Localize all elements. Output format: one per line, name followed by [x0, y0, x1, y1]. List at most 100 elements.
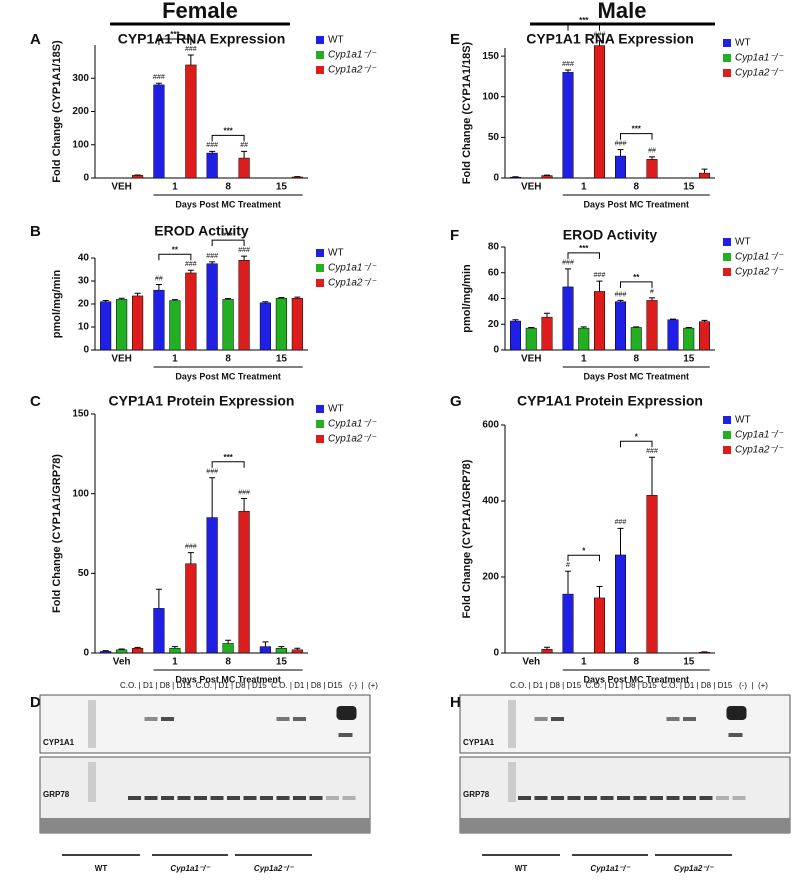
comparison-bracket — [211, 239, 245, 247]
bar — [683, 327, 695, 351]
error-bar — [241, 497, 248, 512]
bar — [594, 291, 605, 351]
y-tick-label: 20 — [78, 299, 90, 310]
band — [227, 796, 240, 800]
x-tick-label: 1 — [581, 182, 587, 193]
error-bar — [241, 255, 248, 261]
bar — [169, 647, 181, 654]
band — [309, 796, 323, 800]
y-tick-label: 150 — [72, 409, 89, 420]
bar — [578, 327, 590, 351]
panel-letter: F — [450, 227, 459, 244]
legend-swatch — [316, 249, 324, 257]
error-bar — [171, 299, 178, 301]
error-bar — [649, 456, 655, 496]
x-tick-label: 8 — [225, 657, 231, 668]
error-bar — [617, 149, 624, 157]
y-tick-label: 200 — [72, 106, 89, 117]
comparison-label: ** — [633, 273, 640, 282]
comparison-label: *** — [223, 127, 233, 136]
error-bar — [544, 646, 550, 650]
legend-label: WT — [328, 404, 344, 415]
legend-label: Cyp1a1⁻/⁻ — [735, 53, 784, 64]
comparison-label: *** — [170, 30, 180, 39]
error-bar — [102, 300, 109, 302]
bar — [132, 647, 144, 654]
ladder — [88, 700, 96, 748]
band — [177, 796, 191, 800]
band — [342, 796, 356, 800]
band — [551, 796, 564, 800]
band — [128, 796, 141, 800]
significance: # — [650, 289, 654, 296]
error-bar — [278, 297, 285, 299]
error-bar — [209, 150, 216, 154]
ladder — [508, 762, 516, 802]
legend-label: Cyp1a2⁻/⁻ — [735, 68, 784, 79]
bar — [153, 289, 165, 351]
band — [276, 796, 290, 800]
group-label: Cyp1a1⁻/⁻ — [170, 864, 210, 873]
legend-label: WT — [735, 415, 751, 426]
bar — [562, 286, 574, 351]
band — [194, 796, 207, 800]
bar — [206, 517, 218, 654]
x-tick-label: VEH — [521, 182, 542, 193]
error-bar — [102, 650, 109, 652]
bar — [562, 593, 574, 654]
comparison-label: *** — [223, 453, 233, 462]
lane-labels: C.O. | D1 | D8 | D15 C.O. | D1 | D8 | D1… — [120, 681, 378, 690]
blot-shadow — [40, 818, 370, 833]
y-axis-label: pmol/mg/min — [461, 264, 473, 333]
bar — [646, 300, 658, 351]
x-tick-label: 8 — [633, 657, 639, 668]
comparison-bracket — [567, 24, 600, 31]
bar — [206, 263, 218, 351]
band — [567, 796, 581, 800]
x-tick-label: 1 — [172, 354, 178, 365]
comparison-bracket — [620, 440, 653, 448]
error-bar — [118, 648, 125, 650]
legend-swatch — [723, 253, 731, 261]
legend-label: Cyp1a2⁻/⁻ — [328, 65, 377, 76]
bar — [525, 327, 537, 351]
band — [617, 796, 630, 800]
bar — [100, 651, 112, 654]
y-tick-label: 10 — [78, 322, 90, 333]
significance: ### — [153, 74, 165, 81]
x-tick-label: 1 — [581, 354, 587, 365]
significance: ### — [615, 140, 627, 147]
bar — [169, 300, 181, 351]
bar — [185, 563, 197, 654]
y-tick-label: 400 — [482, 496, 499, 507]
band — [728, 733, 743, 737]
band — [260, 796, 273, 800]
bar — [185, 64, 197, 179]
significance: ### — [646, 448, 658, 455]
y-tick-label: 80 — [488, 242, 500, 253]
chart-title: CYP1A1 RNA Expression — [118, 31, 286, 47]
y-tick-label: 0 — [83, 345, 89, 356]
y-tick-label: 50 — [488, 132, 500, 143]
comparison-label: *** — [223, 231, 233, 240]
legend-label: WT — [735, 237, 751, 248]
chart-title: EROD Activity — [563, 227, 658, 243]
band — [518, 796, 531, 800]
bar — [291, 298, 303, 351]
bar — [646, 495, 658, 654]
x-tick-label: VEH — [111, 182, 132, 193]
chart-title: CYP1A1 Protein Expression — [517, 393, 703, 409]
header: Male — [598, 0, 647, 23]
ladder — [508, 700, 516, 748]
x-tick-label: VEH — [521, 354, 542, 365]
bar — [116, 649, 128, 654]
y-tick-label: 20 — [488, 319, 500, 330]
comparison-bracket — [567, 252, 600, 259]
legend-swatch — [723, 431, 731, 439]
bar — [222, 299, 234, 351]
chart-title: CYP1A1 RNA Expression — [526, 31, 694, 47]
error-bar — [596, 280, 603, 292]
band — [732, 796, 746, 800]
legend-swatch — [723, 39, 731, 47]
